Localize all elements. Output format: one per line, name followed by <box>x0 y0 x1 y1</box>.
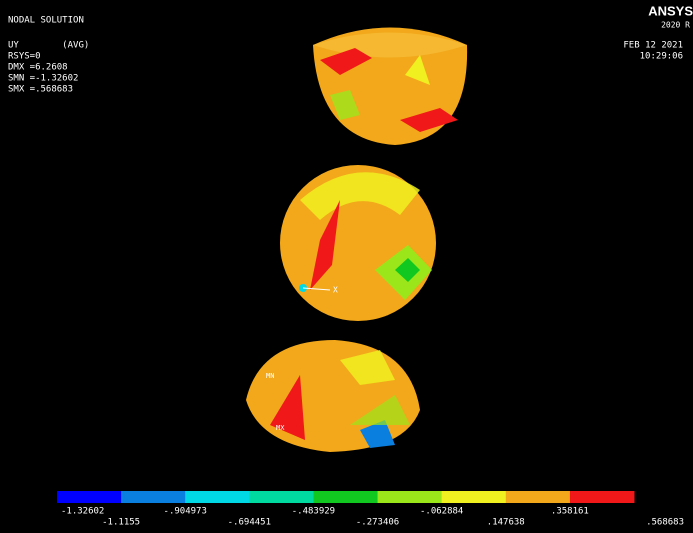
info-line: DMX =6.2608 <box>8 63 68 73</box>
info-line: SMN =-1.32602 <box>8 74 78 84</box>
legend-band <box>570 491 635 503</box>
info-line: RSYS=0 <box>8 52 41 62</box>
legend-band <box>442 491 507 503</box>
version: 2020 R <box>661 21 690 30</box>
plot-title: NODAL SOLUTION <box>8 16 84 26</box>
legend-band <box>378 491 443 503</box>
legend-band <box>249 491 314 503</box>
legend-label: -.483929 <box>292 507 335 517</box>
page: NODAL SOLUTION UY (AVG) RSYS=0 DMX =6.26… <box>0 0 693 533</box>
legend-label: -.273406 <box>356 518 399 528</box>
legend-band <box>57 491 122 503</box>
legend-label: -.062884 <box>420 507 463 517</box>
legend-label: -1.32602 <box>61 507 104 517</box>
middle-sphere <box>280 165 436 321</box>
legend-band <box>313 491 378 503</box>
legend-label: .147638 <box>487 518 525 528</box>
axis-label: X <box>333 286 338 295</box>
info-line: UY (AVG) <box>8 41 89 51</box>
max-marker: MX <box>276 424 285 432</box>
legend-label: .358161 <box>551 507 589 517</box>
legend-label: -.904973 <box>164 507 207 517</box>
ansys-viewport: NODAL SOLUTION UY (AVG) RSYS=0 DMX =6.26… <box>0 0 693 533</box>
legend-band <box>506 491 571 503</box>
min-marker: MN <box>266 372 274 380</box>
legend-label: .568683 <box>646 518 684 528</box>
legend-label: -1.1155 <box>102 518 140 528</box>
legend-band <box>121 491 186 503</box>
legend-label: -.694451 <box>228 518 271 528</box>
time: 10:29:06 <box>640 52 683 62</box>
date: FEB 12 2021 <box>623 41 683 51</box>
legend-band <box>185 491 250 503</box>
logo: ANSYS <box>648 3 693 18</box>
info-line: SMX =.568683 <box>8 85 73 95</box>
